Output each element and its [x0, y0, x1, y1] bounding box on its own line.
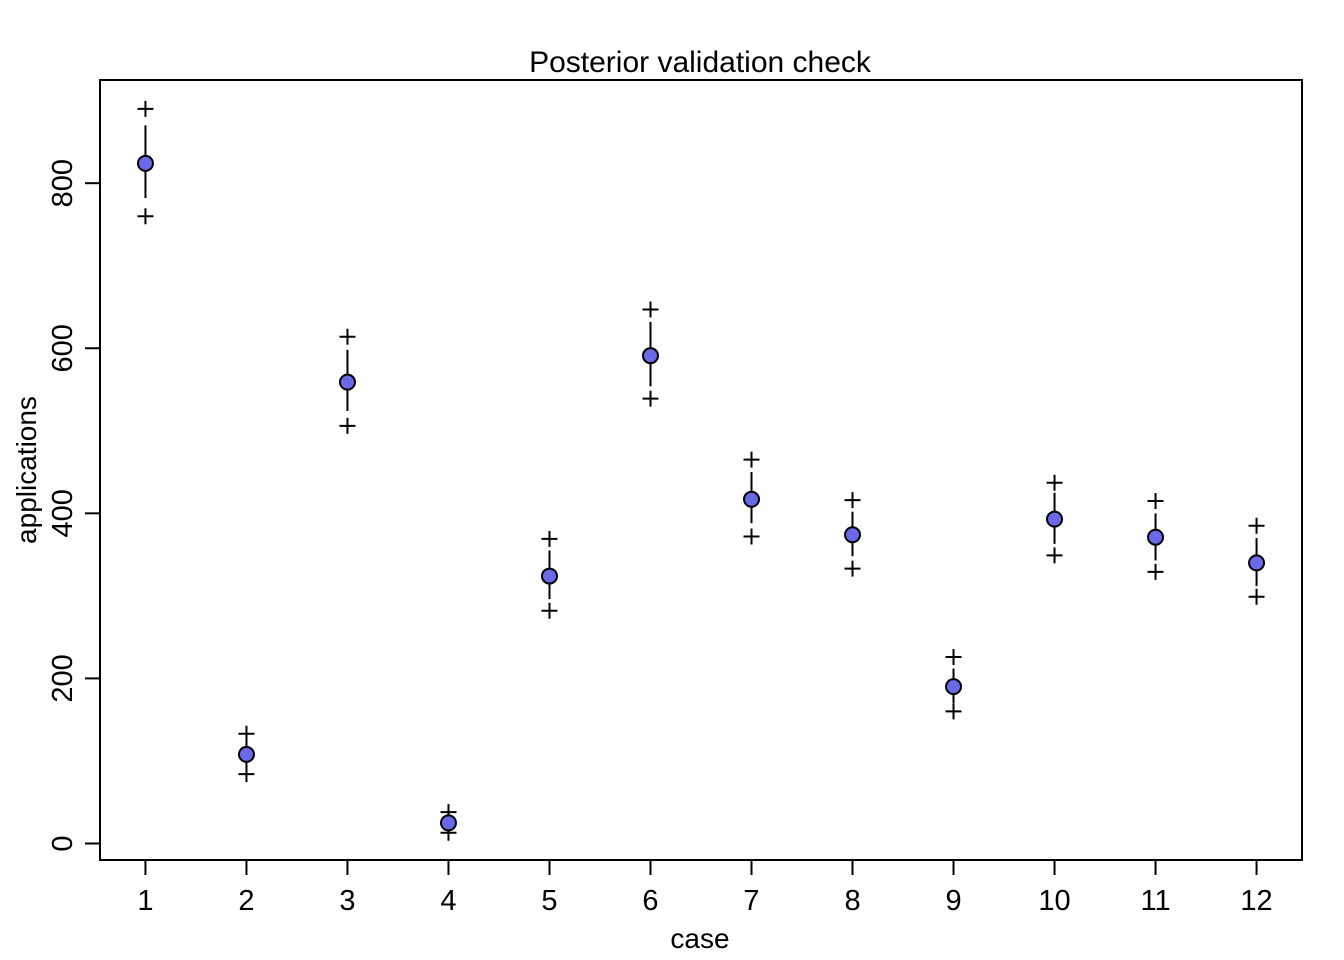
upper-bound-cross	[339, 328, 356, 345]
data-point	[844, 526, 862, 544]
lower-bound-cross	[137, 208, 154, 225]
upper-bound-cross	[1046, 474, 1063, 491]
lower-bound-cross	[743, 528, 760, 545]
y-axis-label: applications	[11, 396, 42, 544]
upper-bound-cross	[743, 451, 760, 468]
x-tick-label: 1	[137, 885, 153, 917]
data-point	[641, 347, 659, 365]
data-point	[1248, 554, 1266, 572]
y-tick-label: 0	[47, 835, 79, 851]
x-tick-label: 11	[1140, 885, 1170, 917]
x-tick-label: 4	[440, 885, 456, 917]
data-point	[1046, 510, 1064, 528]
lower-bound-cross	[844, 560, 861, 577]
x-axis-label: case	[670, 923, 729, 954]
x-tick-label: 7	[743, 885, 759, 917]
upper-bound-cross	[541, 530, 558, 547]
lower-bound-cross	[642, 390, 659, 407]
upper-bound-cross	[137, 100, 154, 117]
x-axis: 1 2 3 4 5 6 7 8 9 10 11 12	[137, 859, 1273, 917]
data-point	[1147, 528, 1165, 546]
data-point	[338, 373, 356, 391]
plot-frame	[99, 79, 1303, 861]
y-axis: 0 200 400 600 800	[47, 159, 101, 852]
lower-bound-cross	[541, 602, 558, 619]
upper-bound-cross	[642, 301, 659, 318]
upper-bound-cross	[1147, 492, 1164, 509]
upper-bound-cross	[238, 725, 255, 742]
y-tick-label: 800	[47, 159, 79, 207]
lower-bound-cross	[1147, 563, 1164, 580]
data-point	[136, 154, 154, 172]
x-tick-label: 12	[1240, 885, 1272, 917]
y-tick-label: 600	[47, 324, 79, 372]
data-marks	[136, 100, 1266, 841]
y-tick-label: 400	[47, 489, 79, 537]
data-point	[237, 745, 255, 763]
data-point	[540, 567, 558, 585]
lower-bound-cross	[238, 766, 255, 783]
upper-bound-cross	[844, 492, 861, 509]
data-point	[743, 490, 761, 508]
x-tick-label: 8	[844, 885, 860, 917]
lower-bound-cross	[945, 703, 962, 720]
x-tick-label: 3	[339, 885, 355, 917]
x-tick-label: 2	[238, 885, 254, 917]
x-tick-label: 10	[1038, 885, 1070, 917]
upper-bound-cross	[1248, 517, 1265, 534]
lower-bound-cross	[339, 417, 356, 434]
lower-bound-cross	[1248, 588, 1265, 605]
x-tick-label: 6	[642, 885, 658, 917]
lower-bound-cross	[1046, 547, 1063, 564]
data-point	[945, 678, 963, 696]
chart-title: Posterior validation check	[529, 46, 872, 79]
upper-bound-cross	[945, 648, 962, 665]
x-tick-label: 5	[541, 885, 557, 917]
data-point	[439, 814, 457, 832]
y-tick-label: 200	[47, 654, 79, 702]
x-tick-label: 9	[945, 885, 961, 917]
